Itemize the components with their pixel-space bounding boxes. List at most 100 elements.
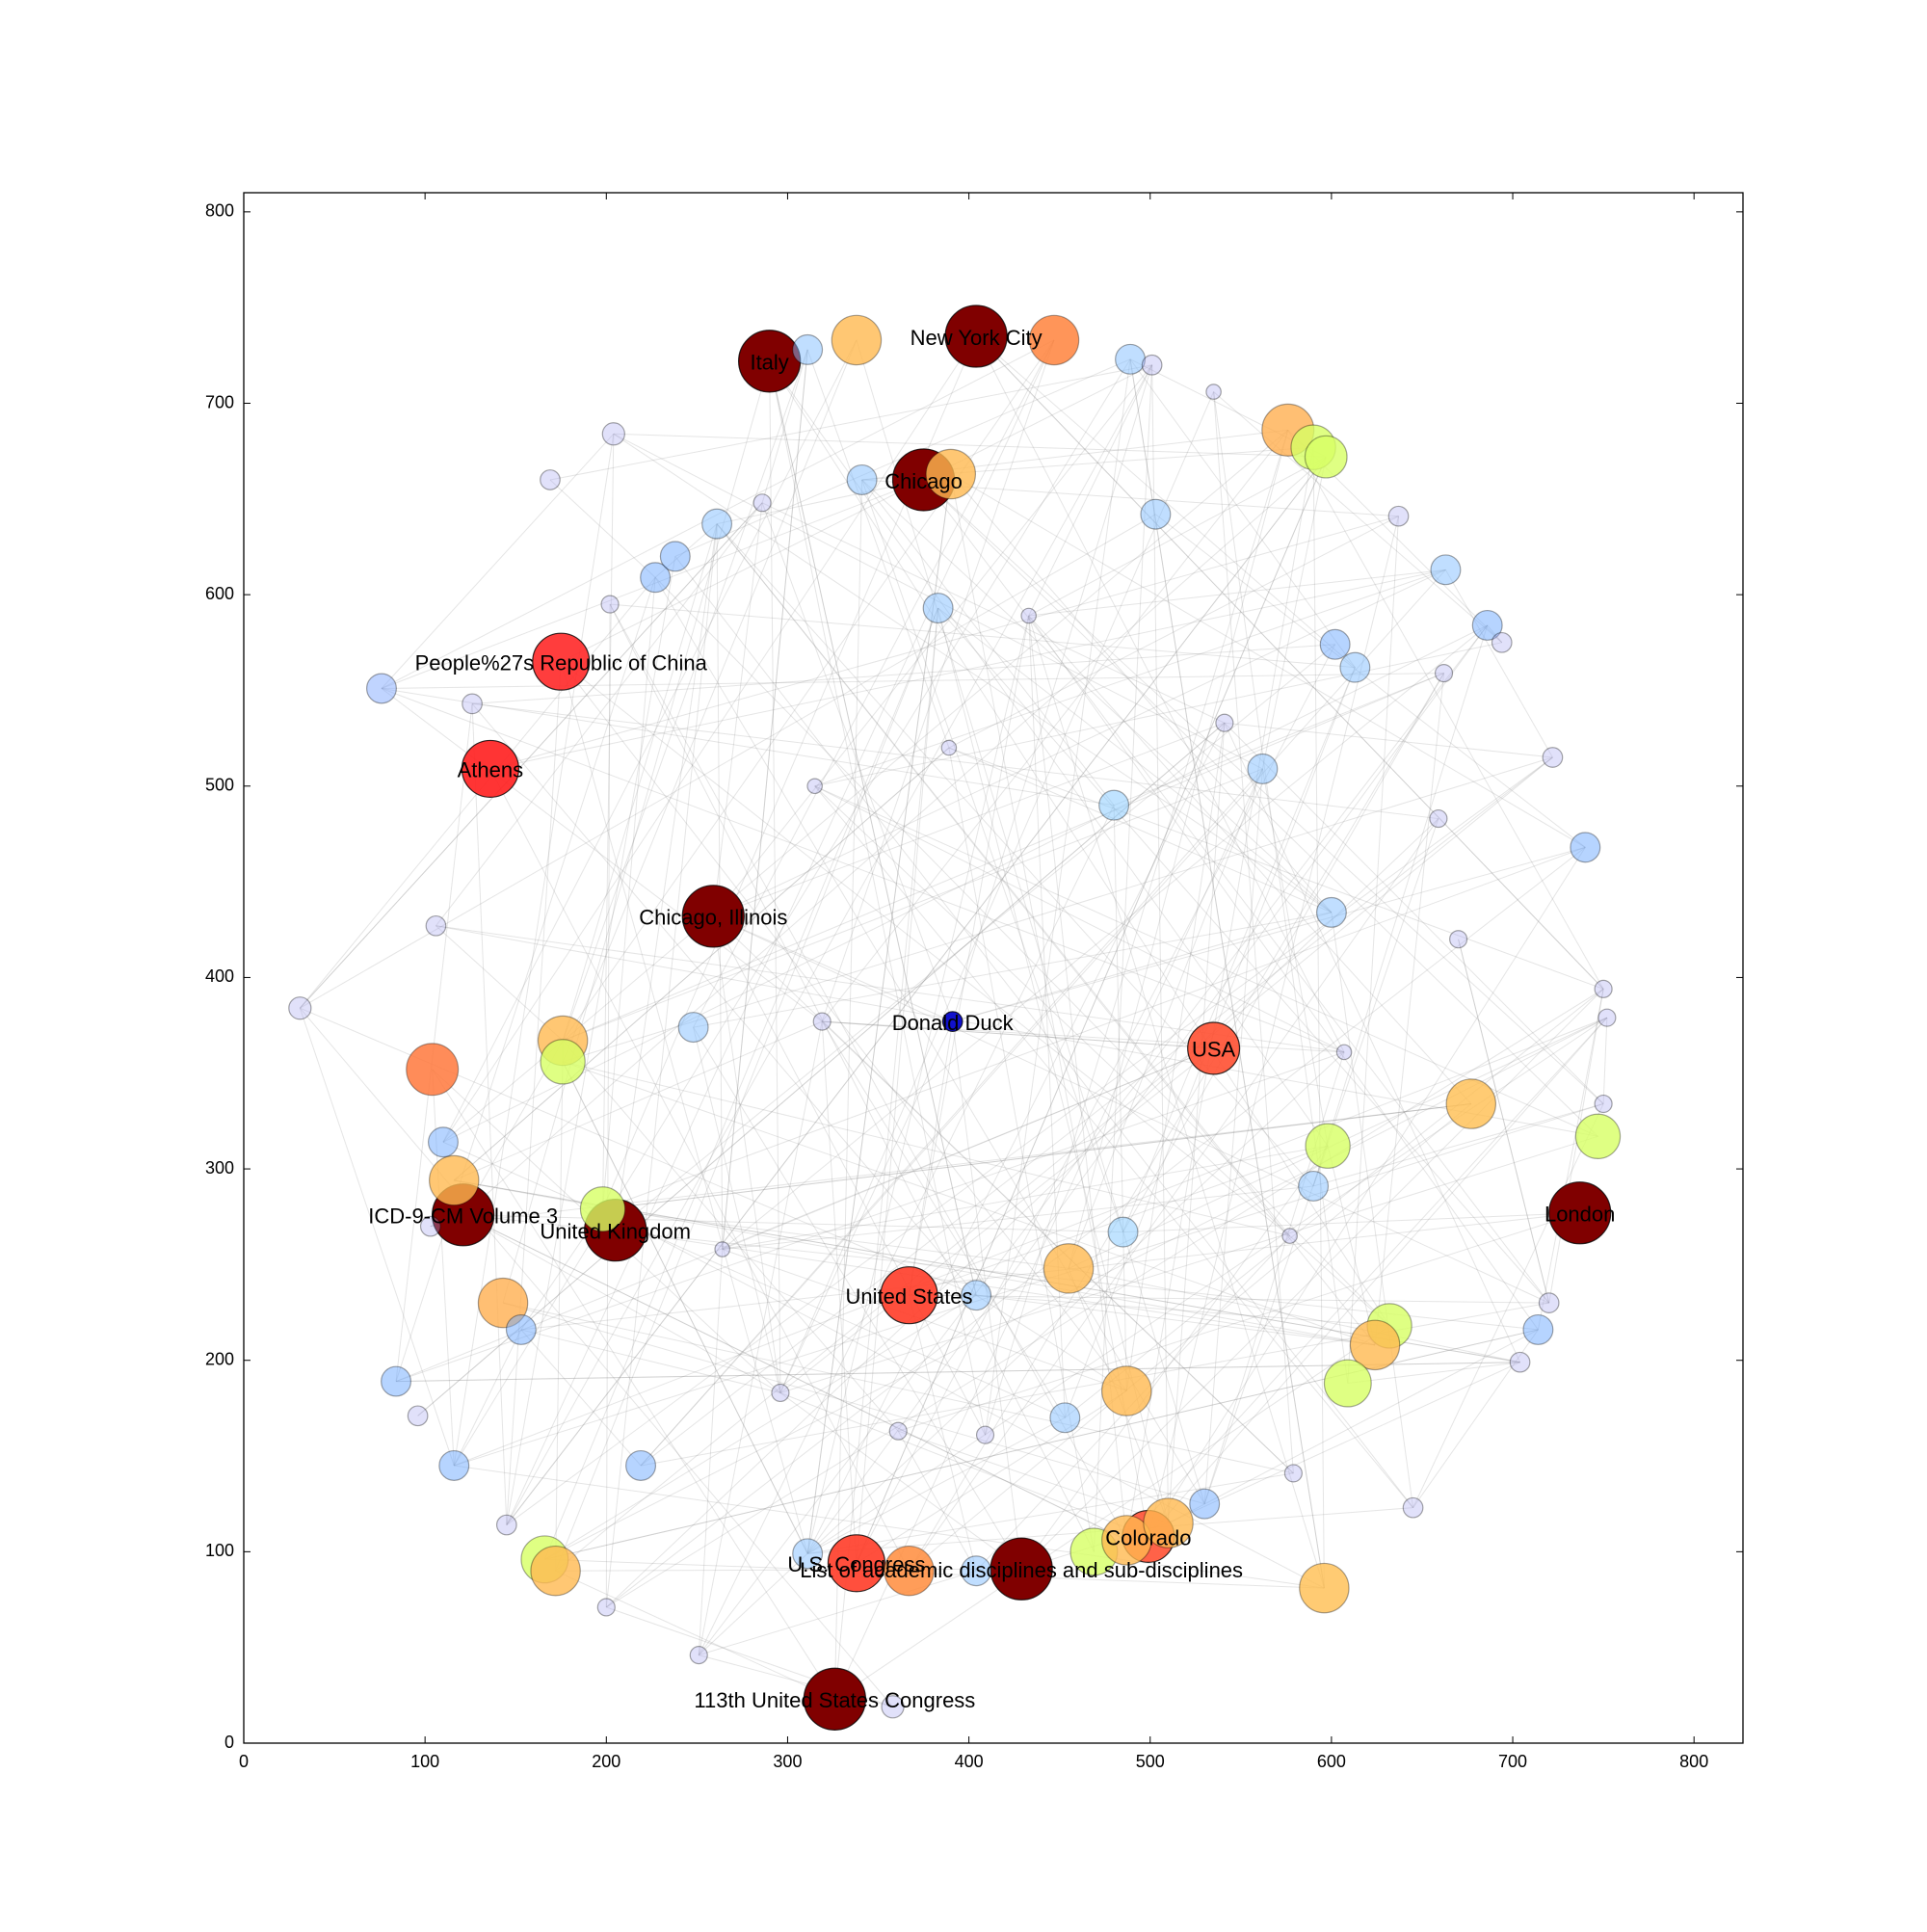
edge	[610, 603, 1356, 669]
edge	[856, 456, 1327, 1564]
node-label: ICD-9-CM Volume 3	[368, 1204, 558, 1229]
node	[1049, 1402, 1081, 1434]
node	[714, 1241, 731, 1257]
edge	[1444, 569, 1553, 758]
edge	[602, 1103, 1471, 1210]
edge	[1224, 722, 1553, 758]
edge	[1129, 358, 1356, 668]
node	[1319, 628, 1351, 660]
edge	[1347, 1362, 1520, 1385]
edge	[605, 818, 1439, 1608]
edge	[544, 1294, 977, 1560]
edge	[674, 556, 1413, 1508]
edge	[1028, 615, 1325, 1589]
node	[888, 1421, 908, 1441]
edge	[952, 364, 1153, 1022]
node	[677, 1012, 709, 1044]
node	[1298, 1170, 1330, 1202]
edge	[856, 608, 939, 1564]
edge	[506, 661, 562, 1525]
edge	[1093, 364, 1153, 1552]
node	[532, 632, 591, 691]
edge	[699, 1570, 977, 1656]
edge	[471, 703, 977, 1296]
y-tick-label: 0	[224, 1733, 234, 1752]
edge	[1412, 1103, 1604, 1508]
edge	[769, 360, 977, 1296]
edge	[948, 516, 1399, 749]
edge	[909, 615, 1030, 1296]
node	[425, 914, 447, 937]
edge	[761, 502, 954, 1022]
node	[701, 508, 733, 540]
node	[1434, 664, 1454, 683]
edge	[1028, 364, 1153, 617]
edge	[909, 1103, 1472, 1572]
edge	[454, 1103, 1604, 1467]
edge	[1122, 1212, 1580, 1233]
edge	[975, 335, 1356, 669]
edge	[299, 502, 763, 1009]
node	[1430, 554, 1462, 586]
edge	[716, 523, 1291, 1236]
edge	[985, 430, 1289, 1436]
node	[681, 885, 745, 948]
edge	[1347, 516, 1400, 1384]
edge	[615, 644, 1335, 1231]
edge	[1068, 430, 1289, 1269]
edge	[937, 607, 1550, 1304]
edge	[693, 1026, 781, 1393]
node	[1449, 930, 1468, 949]
edge	[713, 569, 1446, 917]
labels: Italy New York City Chicago People%27s Repu…	[368, 326, 1615, 1712]
edge	[381, 433, 615, 689]
edge	[722, 1047, 1214, 1250]
node	[941, 1011, 964, 1032]
node	[827, 1534, 886, 1593]
edge	[1287, 430, 1604, 990]
edge	[462, 1214, 1127, 1541]
edge	[806, 349, 950, 749]
node-label: Colorado	[1105, 1525, 1191, 1549]
edge	[822, 1020, 1214, 1049]
edge	[615, 523, 718, 1231]
edge	[462, 1214, 1127, 1541]
node	[846, 463, 878, 495]
edge	[506, 756, 1553, 1525]
node-label: People%27s Republic of China	[415, 650, 708, 675]
edge	[602, 434, 615, 1209]
edge	[693, 912, 1332, 1028]
y-tick-label: 500	[205, 776, 234, 795]
edge	[861, 479, 1115, 806]
edge	[761, 502, 1226, 724]
node	[922, 593, 954, 624]
edge	[948, 747, 1604, 990]
edge	[1213, 391, 1349, 1384]
edge	[654, 576, 1390, 1327]
node	[1247, 753, 1279, 784]
x-tick-label: 200	[592, 1752, 620, 1771]
node	[530, 1545, 581, 1597]
node	[429, 1154, 480, 1206]
edge	[898, 1212, 1580, 1432]
edge	[640, 768, 1263, 1467]
edge	[1168, 1362, 1520, 1524]
edge	[976, 1294, 1390, 1327]
edge	[555, 607, 939, 1572]
edge	[615, 1230, 1376, 1346]
edge	[1261, 768, 1329, 1147]
y-tick-label: 400	[205, 966, 234, 986]
y-tick-label: 800	[205, 201, 234, 221]
edge	[952, 846, 1586, 1022]
node	[752, 493, 772, 513]
edge	[950, 473, 1149, 1537]
edge	[1261, 457, 1327, 770]
node	[1299, 1562, 1350, 1614]
x-tick-label: 700	[1498, 1752, 1527, 1771]
node	[940, 739, 958, 756]
edge	[833, 608, 939, 1700]
edge	[1020, 1145, 1329, 1570]
edge	[806, 723, 1226, 1554]
node	[505, 1313, 537, 1345]
edge	[1331, 912, 1414, 1508]
